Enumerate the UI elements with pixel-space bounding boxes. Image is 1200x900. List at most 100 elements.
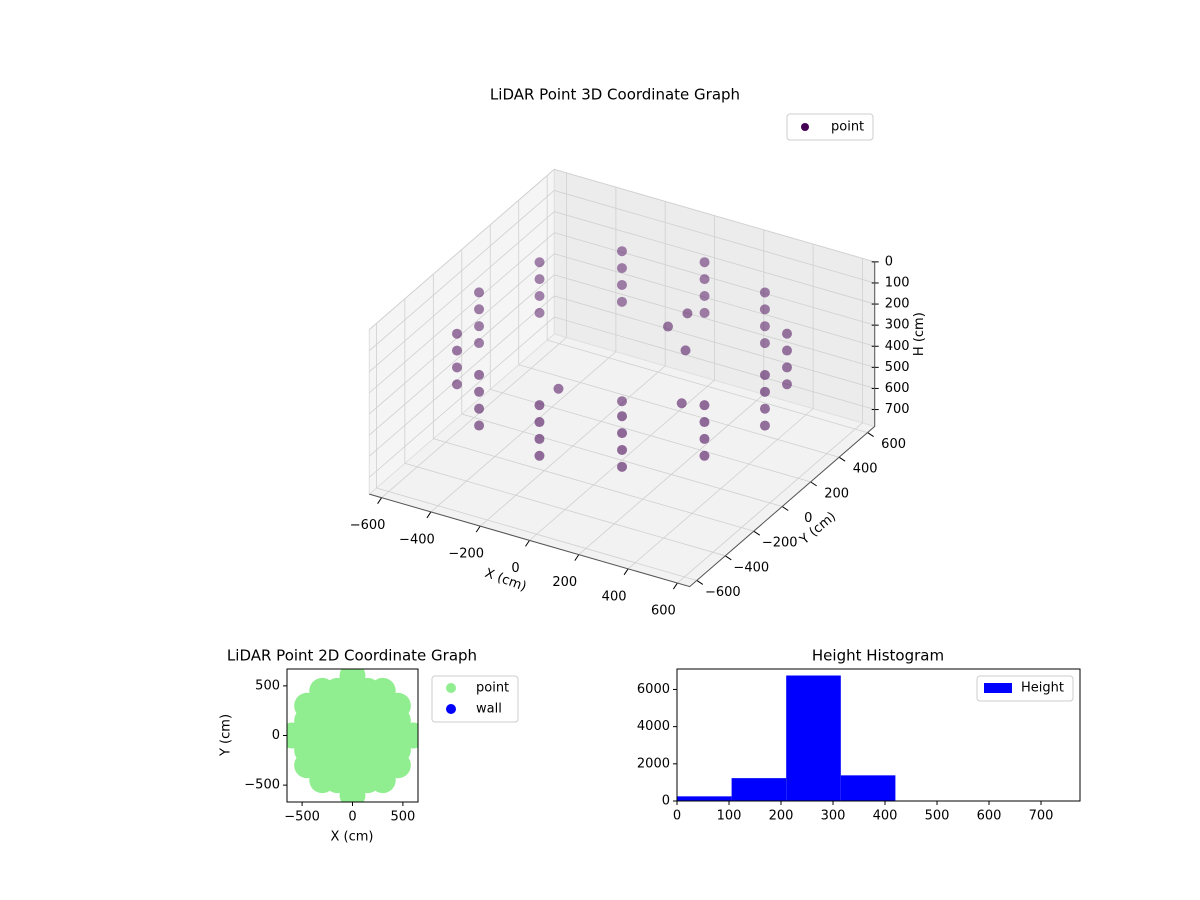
tick-mark (475, 525, 481, 533)
tick-mark (672, 582, 678, 590)
x-tick-label: 0 (673, 809, 681, 824)
tick-mark (753, 530, 761, 536)
grid-line (404, 298, 726, 557)
point (474, 386, 485, 397)
grid-line (627, 244, 814, 570)
grid-line (369, 295, 875, 457)
x-tick-label: −200 (448, 547, 484, 562)
bar (731, 778, 787, 801)
y-tick-label: 0 (272, 728, 280, 743)
point (759, 321, 770, 332)
point (451, 328, 462, 339)
x-tick-label: 100 (717, 809, 742, 824)
point (474, 321, 485, 332)
point (699, 417, 710, 428)
tick-mark (838, 456, 846, 462)
x-tick-label: 200 (552, 575, 577, 590)
legend-box (786, 113, 874, 141)
x-tick-label: −600 (350, 518, 386, 533)
y-axis-label: Y (cm) (219, 714, 234, 757)
grid-line (369, 190, 875, 351)
tick-mark (781, 506, 789, 511)
grid-line (369, 168, 875, 330)
x-tick-label: 200 (769, 809, 794, 824)
point (759, 304, 770, 315)
legend-label: Height (1021, 681, 1064, 696)
point (617, 428, 628, 439)
z-tick-label: 400 (885, 339, 910, 354)
point (451, 345, 462, 356)
point (384, 692, 411, 719)
bar (840, 775, 896, 801)
z-tick-label: 700 (885, 402, 910, 417)
point (699, 257, 710, 268)
axis-line (369, 261, 876, 588)
point (759, 403, 770, 414)
point (676, 398, 687, 409)
point (699, 433, 710, 444)
x-tick-label: 500 (390, 810, 415, 825)
legend-marker (446, 704, 456, 714)
x-axis-label: X (cm) (483, 566, 529, 595)
x-tick-label: 300 (821, 809, 846, 824)
chart-title: Height Histogram (812, 647, 944, 665)
tick-mark (725, 555, 732, 561)
x-tick-label: 0 (348, 810, 356, 825)
point (474, 420, 485, 431)
point (617, 461, 628, 472)
x-tick-label: −500 (284, 810, 320, 825)
legend-marker (984, 683, 1012, 693)
point (699, 274, 710, 285)
point (680, 345, 691, 356)
point (782, 379, 793, 390)
y-axis-label: Y (cm) (797, 509, 840, 548)
y-tick-label: −600 (705, 585, 741, 600)
point (534, 307, 545, 318)
tick-mark (525, 540, 530, 547)
point (451, 379, 462, 390)
point (534, 400, 545, 411)
grid-line (369, 211, 875, 373)
point (759, 369, 770, 380)
point (534, 417, 545, 428)
point (616, 246, 627, 257)
point (699, 290, 710, 301)
z-tick-label: 600 (885, 381, 910, 396)
x-tick-label: 400 (602, 589, 627, 604)
y-tick-label: −200 (762, 536, 798, 551)
y-tick-label: −500 (244, 778, 280, 793)
point (682, 308, 693, 319)
point (782, 345, 793, 356)
x-tick-label: 500 (925, 809, 950, 824)
x-tick-label: 700 (1029, 809, 1054, 824)
grid-line (529, 215, 715, 541)
grid-line (546, 175, 868, 433)
z-tick-label: 500 (885, 360, 910, 375)
point (474, 287, 485, 298)
point (534, 290, 545, 301)
point (759, 338, 770, 349)
x-tick-label: −400 (399, 532, 435, 547)
point (534, 257, 545, 268)
point (699, 400, 710, 411)
point (474, 369, 485, 380)
legend-marker (446, 683, 456, 693)
grid-line (461, 249, 783, 507)
y-tick-label: 500 (255, 678, 280, 693)
x-tick-label: 600 (651, 604, 676, 619)
point (759, 287, 770, 298)
x-axis-label: X (cm) (331, 830, 374, 845)
y-tick-label: 600 (881, 437, 906, 452)
point (399, 722, 418, 749)
grid-line (376, 323, 697, 581)
tick-mark (574, 554, 580, 561)
tick-mark (696, 580, 704, 585)
legend-label: wall (476, 702, 502, 717)
legend-box (976, 675, 1074, 702)
grid-line (381, 172, 568, 498)
point (782, 328, 793, 339)
point (616, 263, 627, 274)
point (474, 304, 485, 315)
tick-mark (810, 481, 817, 487)
legend-marker (801, 123, 809, 131)
